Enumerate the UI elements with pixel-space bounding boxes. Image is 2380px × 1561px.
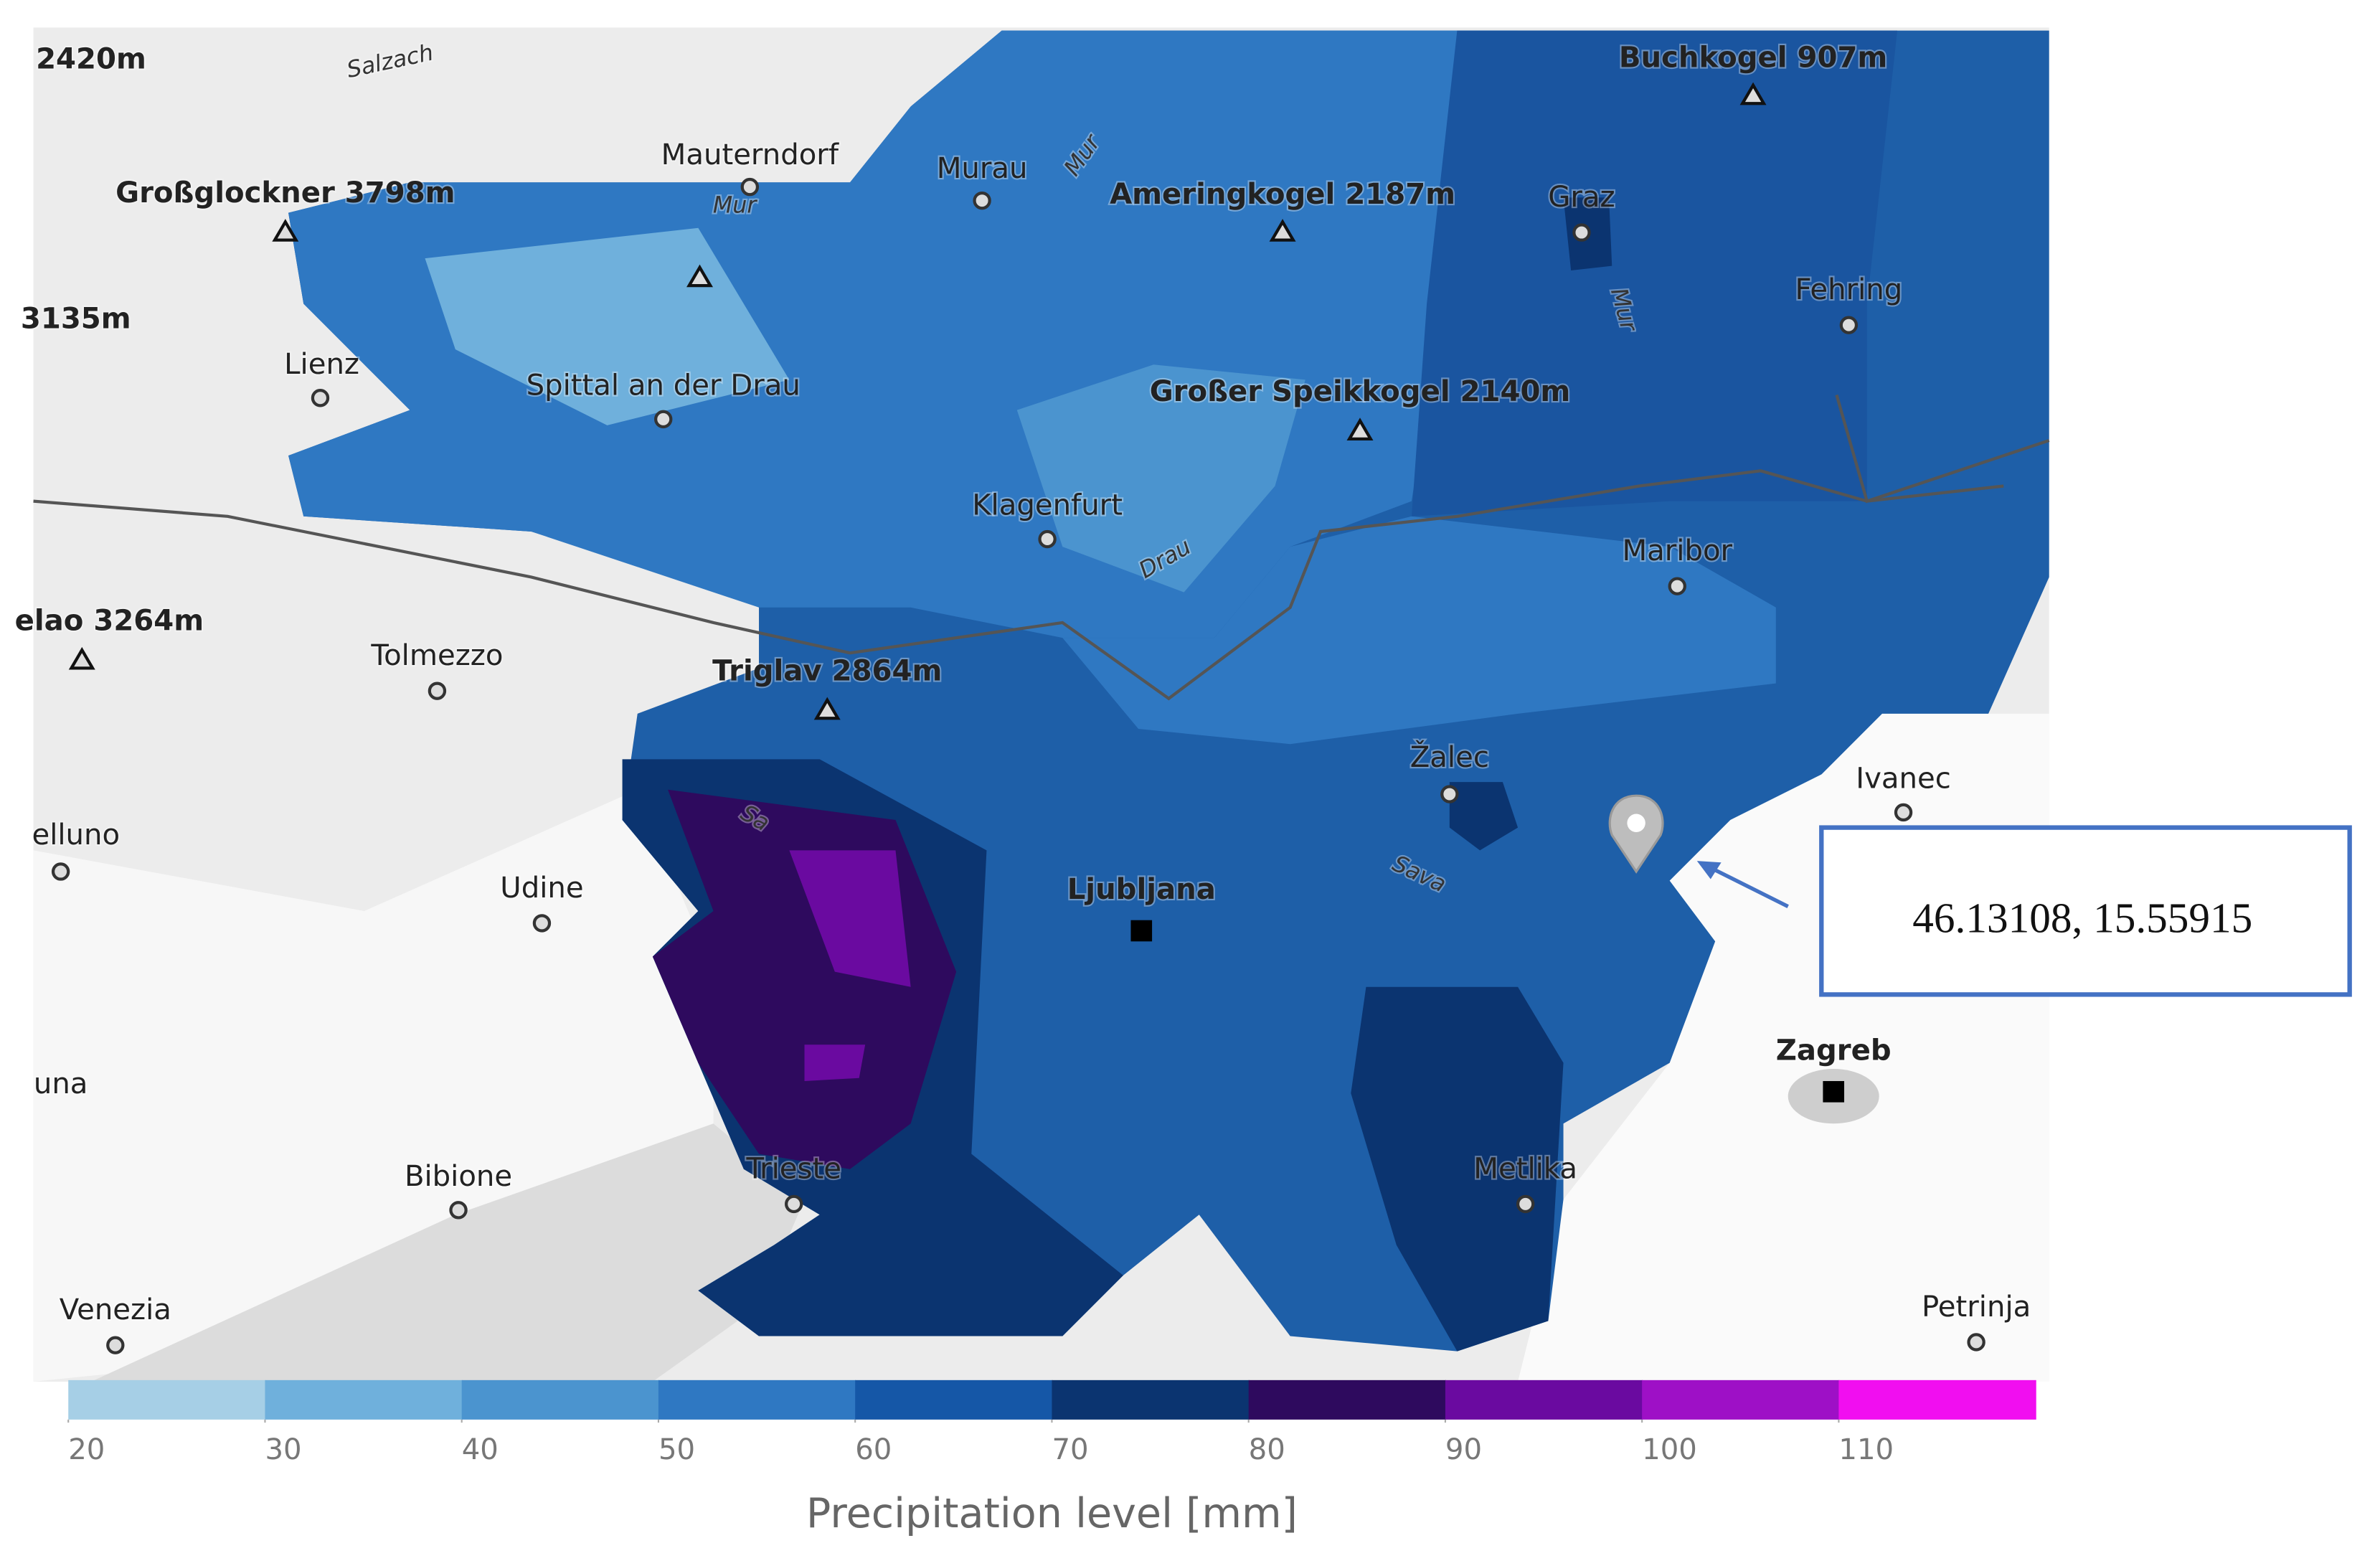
peak-label: Großglockner 3798m (115, 176, 455, 209)
peak-label: 3135m (21, 302, 131, 335)
colorbar-segment (855, 1380, 1053, 1420)
place-label: Maribor (1622, 534, 1732, 567)
colorbar-segment (658, 1380, 856, 1420)
place-label: Graz (1548, 181, 1615, 214)
zone-70 (1449, 782, 1519, 851)
coordinates: 46.13108, 15.55915 (1912, 895, 2252, 942)
tick-label: 30 (265, 1433, 301, 1466)
location-pin (1608, 794, 1664, 874)
peak-label: elao 3264m (15, 605, 204, 638)
sea (90, 1123, 805, 1382)
zone-50 (1062, 516, 1776, 745)
colorbar-segment (68, 1380, 266, 1420)
zone-90 (804, 1044, 866, 1081)
place-label: una (34, 1067, 88, 1100)
place-label: Klagenfurt (972, 489, 1123, 522)
river-label: Mur (713, 193, 757, 219)
colorbar-segment (1248, 1380, 1446, 1420)
place-label: Udine (500, 872, 583, 905)
place-label: Tolmezzo (370, 639, 503, 672)
tick-label: 60 (855, 1433, 892, 1466)
place-label: Murau (937, 152, 1028, 185)
tick-label: 20 (68, 1433, 105, 1466)
annotation-box (1819, 825, 2352, 997)
place-label: elluno (32, 819, 121, 852)
border (1835, 394, 2050, 504)
annotation-arrow (1705, 864, 1789, 908)
colorbar-segment (265, 1380, 463, 1420)
place-label: Petrinja (1922, 1291, 2031, 1324)
tick-label: 80 (1249, 1433, 1285, 1466)
zone-40 (1016, 364, 1305, 593)
zone-60 (1411, 30, 1898, 517)
tick-label: 110 (1838, 1433, 1894, 1466)
city-label: Zagreb (1776, 1034, 1892, 1067)
place-label: 2420m (36, 43, 146, 76)
peak-label: Triglav 2864m (712, 654, 942, 687)
colorbar-segment (461, 1380, 660, 1420)
place-label: Metlika (1473, 1152, 1577, 1185)
place-label: Žalec (1410, 740, 1489, 774)
tick-label: 50 (658, 1433, 695, 1466)
symbols (51, 82, 1985, 1354)
place-label: Lienz (284, 348, 359, 381)
peak-label: Großer Speikkogel 2140m (1150, 375, 1571, 408)
colorbar-segment (1445, 1380, 1643, 1420)
place-label: Fehring (1795, 273, 1902, 306)
colorbar: 20 30 40 50 60 70 80 90 100 110 (67, 1380, 2036, 1466)
border (33, 469, 2004, 701)
colorbar-segment (1838, 1380, 2036, 1420)
zone-70 (1351, 986, 1564, 1352)
peak-label: Ameringkogel 2187m (1110, 178, 1455, 211)
colorbar-segment (1052, 1380, 1250, 1420)
place-label: Spittal an der Drau (526, 369, 801, 402)
tick-label: 40 (462, 1433, 499, 1466)
place-label: Mauterndorf (661, 138, 839, 171)
zone-90 (789, 850, 911, 987)
place-label: Trieste (745, 1152, 841, 1185)
peak-label: Buchkogel 907m (1619, 41, 1887, 74)
tick-label: 100 (1642, 1433, 1697, 1466)
place-label: Venezia (60, 1293, 171, 1326)
place-label: Ivanec (1856, 763, 1951, 796)
city-label: Ljubljana (1067, 873, 1216, 906)
location-pin-dot (1627, 813, 1645, 832)
colorbar-title: Precipitation level [mm] (806, 1490, 1298, 1537)
map-labels: 2420m Salzach Mauterndorf Mur Murau Mur … (13, 38, 2032, 1328)
tick-label: 90 (1445, 1433, 1482, 1466)
place-label: Bibione (405, 1160, 512, 1193)
colorbar-segment (1642, 1380, 1840, 1420)
tick-label: 70 (1052, 1433, 1088, 1466)
arrow-head (1696, 861, 1722, 879)
